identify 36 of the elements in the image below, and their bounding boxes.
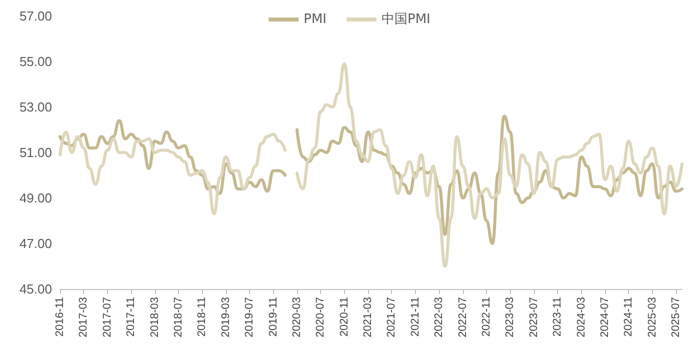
legend-label: 中国PMI — [382, 12, 430, 27]
x-tick-label: 2019-07 — [244, 297, 256, 338]
y-tick-label: 49.00 — [19, 190, 52, 206]
y-tick-label: 51.00 — [19, 145, 52, 160]
x-tick-label: 2024-03 — [575, 297, 588, 338]
x-tick-label: 2018-03 — [148, 297, 161, 338]
x-tick-label: 2022-03 — [433, 297, 446, 338]
x-tick-label: 2017-03 — [78, 297, 90, 338]
x-tick-label: 2019-11 — [267, 297, 280, 337]
x-tick-label: 2021-11 — [409, 297, 422, 337]
x-tick-label: 2017-11 — [125, 297, 138, 337]
y-tick-label: 55.00 — [19, 54, 52, 69]
x-tick-label: 2025-07 — [670, 297, 682, 338]
x-tick-label: 2023-07 — [528, 297, 540, 338]
x-tick-label: 2019-03 — [220, 297, 232, 338]
x-tick-label: 2016-11 — [54, 297, 66, 337]
x-tick-label: 2022-07 — [456, 297, 469, 338]
x-tick-label: 2020-11 — [338, 297, 350, 337]
x-tick-label: 2023-03 — [504, 297, 516, 338]
y-tick-label: 45.00 — [19, 282, 52, 296]
legend-label: PMI — [304, 12, 326, 27]
x-tick-label: 2025-03 — [646, 297, 658, 338]
x-tick-label: 2020-03 — [290, 297, 303, 338]
x-tick-label: 2017-07 — [101, 297, 114, 338]
x-tick-label: 2020-07 — [314, 297, 327, 338]
y-tick-label: 53.00 — [19, 100, 52, 114]
x-tick-label: 2021-07 — [386, 297, 398, 338]
y-tick-label: 57.00 — [19, 8, 52, 24]
x-tick-label: 2024-11 — [622, 297, 635, 337]
x-tick-label: 2018-11 — [196, 297, 208, 337]
x-tick-label: 2024-07 — [598, 297, 611, 338]
x-tick-label: 2018-07 — [172, 297, 184, 338]
x-tick-label: 2023-11 — [552, 297, 564, 337]
x-tick-label: 2021-03 — [362, 297, 374, 338]
x-tick-label: 2022-11 — [480, 297, 493, 337]
y-tick-label: 47.00 — [19, 236, 52, 251]
